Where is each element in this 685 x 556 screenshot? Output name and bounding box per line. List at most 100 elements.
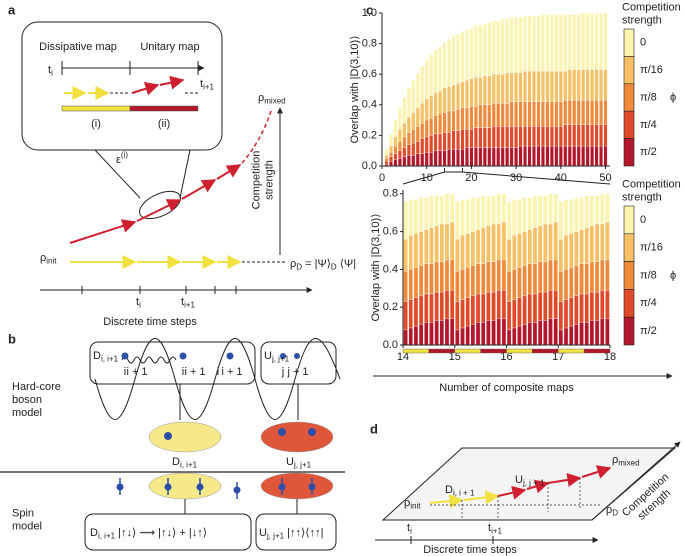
bar: [487, 147, 492, 167]
bar: [482, 147, 487, 167]
bar: [473, 147, 478, 167]
site-index: i + 1: [221, 366, 242, 378]
subscript: D: [296, 263, 302, 272]
run: t: [407, 522, 410, 534]
bar: [433, 150, 438, 167]
panel-d-drawing: [375, 441, 681, 544]
stage-bar: [129, 105, 199, 112]
subscript: i, i+1: [180, 461, 198, 470]
guide-lines: [430, 478, 600, 520]
arrow: [497, 485, 527, 500]
stage-strip: [480, 348, 507, 354]
bar: [491, 320, 496, 346]
bar: [388, 161, 393, 167]
legend-symbol: ϕ: [670, 91, 676, 103]
y-tick-label: 0.6: [362, 68, 377, 80]
subscript: (i): [121, 151, 128, 160]
axis-label: Competitionstrength: [250, 151, 275, 210]
arrow: [463, 490, 500, 505]
axis-label-line: strength: [263, 160, 275, 200]
run: U: [264, 350, 272, 362]
legend-title-line: strength: [622, 191, 662, 203]
map-label: Unitary map: [140, 41, 199, 53]
legend-label: 0: [640, 214, 646, 226]
run: ρ: [404, 497, 410, 509]
subscript: init: [46, 257, 57, 266]
site-ellipse: [260, 472, 334, 500]
legend-title: Competition strength: [622, 178, 681, 203]
bar: [585, 145, 590, 167]
run: U: [515, 474, 523, 486]
run: t: [200, 78, 203, 90]
bar: [403, 329, 408, 346]
operator-label: Di, i+1: [172, 456, 198, 470]
map-symbol: ε(i): [116, 151, 128, 166]
bar: [501, 318, 507, 346]
box: [255, 513, 337, 551]
y-tick-label: 1.0: [362, 7, 377, 19]
state-label: ρinit: [404, 497, 421, 511]
time-label: ti+1: [488, 522, 503, 536]
axis-label: Discrete time steps: [423, 544, 517, 556]
bar: [439, 320, 445, 346]
box: [84, 513, 252, 551]
run: ρ: [612, 454, 618, 466]
run: D: [172, 456, 180, 468]
legend-swatch: [623, 28, 635, 57]
legend-swatch: [623, 261, 635, 290]
bar: [460, 148, 465, 167]
bar: [548, 318, 553, 346]
bar: [579, 322, 584, 346]
arrow: [547, 473, 582, 487]
subscript: i+1: [203, 83, 214, 92]
legend-label: π/16: [640, 64, 663, 76]
subscript: mixed: [264, 97, 285, 106]
bar: [455, 329, 460, 346]
y-axis-label: Overlap with |D(3,10)⟩: [370, 213, 382, 321]
run: U: [286, 456, 294, 468]
bar: [590, 145, 595, 167]
y-tick-label: 0.2: [383, 301, 398, 313]
boson: [164, 432, 172, 440]
bar: [563, 145, 568, 167]
bar: [527, 145, 532, 167]
time-label: ti: [48, 64, 53, 78]
operator-label: Di, i + 1: [445, 484, 475, 498]
bar: [523, 145, 528, 167]
bar: [447, 148, 452, 167]
legend-label: π/8: [640, 91, 657, 103]
stage-strip: [454, 348, 481, 354]
x-tick-label: 20: [465, 172, 477, 184]
y-tick-label: 0.8: [383, 188, 398, 200]
boson: [308, 428, 316, 436]
boson: [121, 352, 129, 360]
bar: [411, 155, 416, 167]
x-tick-label: 10: [421, 172, 433, 184]
subscript: D: [331, 263, 337, 272]
bar: [434, 320, 439, 346]
bar: [511, 327, 517, 346]
x-tick-label: 16: [500, 351, 512, 363]
subscript: i: [410, 527, 412, 536]
legend-swatch: [623, 205, 635, 235]
legend-swatch: [623, 83, 635, 112]
bar: [491, 147, 496, 167]
panel-label: a: [8, 2, 16, 17]
map-label: Dissipative map: [39, 41, 117, 53]
panel-b-drawing: [0, 338, 345, 551]
bar: [469, 147, 474, 167]
arrow: [136, 199, 182, 222]
site-index: i + 1: [184, 366, 205, 378]
bar: [558, 329, 564, 346]
legend-title-line: Competition: [622, 1, 681, 13]
run: U: [259, 527, 267, 539]
legend-label: π/2: [640, 146, 657, 158]
y-tick-label: 0.4: [383, 263, 398, 275]
bar: [581, 145, 586, 167]
bar: [408, 327, 414, 346]
subscript: D: [612, 509, 618, 518]
arrow: [581, 465, 612, 479]
legend-label: π/4: [640, 297, 657, 309]
y-tick-label: 0.6: [383, 225, 398, 237]
legend-swatch: [623, 56, 635, 85]
